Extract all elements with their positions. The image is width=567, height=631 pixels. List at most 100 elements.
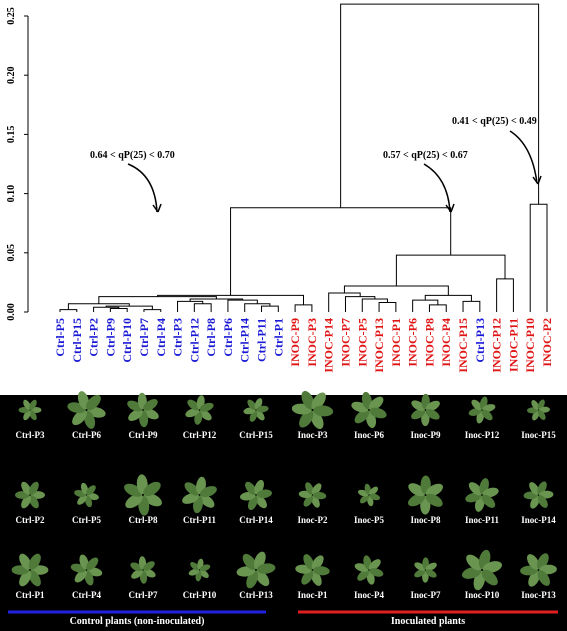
plant-leaf [256,563,276,574]
arrow [509,130,538,184]
leaf-label: INOC-P8 [422,318,436,367]
plant-leaf [21,481,32,495]
plant-leaf [29,410,37,421]
photo-label: Ctrl-P12 [183,430,217,440]
plant-leaf [190,562,200,571]
plant-leaf [414,569,426,578]
plant-leaf [369,493,381,501]
photo-label: Inoc-P10 [465,590,500,600]
plant-leaf [481,569,498,586]
annotation: 0.41 < qP(25) < 0.49 [452,116,537,127]
leaf-label: INOC-P3 [305,318,319,367]
photo-label: Inoc-P9 [411,430,441,440]
y-tick-label: 0.00 [6,303,17,321]
dendrogram-link [227,299,258,312]
plant-leaf [79,554,89,570]
dendrogram-link [378,302,397,312]
plant-leaf [84,495,93,508]
plant-leaf [313,491,327,500]
plant-leaf [80,482,89,495]
plant-leaf [411,408,426,420]
plant-leaf [199,494,215,508]
dendrogram-link [244,303,271,312]
plant-leaf [86,557,99,571]
group-label: Inoculated plants [391,616,465,627]
dendrogram-link [261,305,279,312]
dendrogram-link [361,298,388,312]
plant-leaf [74,569,87,583]
arrow-head [152,203,162,213]
photo-label: Inoc-P6 [354,430,384,440]
plant-leaf [369,568,384,577]
leaf-label: Ctrl-P15 [70,318,84,363]
plant-leaf [143,399,158,411]
plant-leaf [199,402,214,412]
leaf-label: INOC-P13 [372,318,386,373]
photo-label: Ctrl-P14 [239,515,273,525]
dendrogram-link [328,292,361,312]
photo-label: Ctrl-P7 [129,590,158,600]
dendrogram-link [412,299,439,312]
plant-leaf [247,399,257,410]
plant-leaf [425,562,437,571]
dendrogram-link [395,254,506,286]
plant-leaf [255,570,270,587]
plant-leaf [425,483,443,497]
leaf-label: INOC-P10 [523,318,537,373]
plant-leaf [131,569,143,579]
dendrogram-link [462,300,481,312]
plant-leaf [28,570,41,587]
plant-leaf [28,481,39,495]
plant-leaf [19,553,32,570]
photo-label: Ctrl-P3 [16,430,45,440]
photo-label: Inoc-P2 [298,515,328,525]
photo-label: Ctrl-P6 [72,430,101,440]
plant-leaf [537,570,550,586]
plant-leaf [537,410,546,420]
dendrogram-link [193,303,212,312]
plant-leaf [185,408,200,418]
leaf-label: Ctrl-P2 [87,318,101,357]
plant-leaf [77,494,87,505]
plant-leaf [408,493,426,507]
plant-leaf [481,409,493,421]
plant-leaf [84,570,94,586]
plant-leaf [537,495,548,508]
leaf-label: INOC-P14 [322,318,336,373]
leaf-label: Ctrl-P5 [53,318,67,357]
photo-label: Inoc-P7 [411,590,441,600]
dendrogram-link [105,305,153,310]
plant-leaf [527,554,540,570]
plant-leaf [72,409,87,426]
photo-grid: Ctrl-P3 Ctrl-P6 Ctrl-P9 Ctrl-P12 Ctrl-P15 Ino… [11,390,557,600]
plant-leaf [303,554,315,570]
leaf-label: Ctrl-P9 [103,318,117,357]
plant-leaf [368,559,381,571]
plant-leaf [368,396,384,411]
plant-leaf [354,409,370,424]
plant-leaf [125,493,143,509]
plant-leaf [313,405,334,417]
plant-leaf [255,410,265,421]
photo-label: Inoc-P3 [298,430,328,440]
plant-leaf [28,495,39,509]
plant-leaf [466,554,483,571]
photo-label: Inoc-P12 [465,430,500,440]
plant-leaf [77,391,90,410]
arrow [127,163,158,213]
dendrogram-link [59,309,78,312]
leaf-label: Ctrl-P13 [473,318,487,363]
plant-leaf [242,553,257,570]
plant-leaf [481,494,496,508]
plant-leaf [311,392,326,410]
photo-label: Ctrl-P8 [129,515,158,525]
plant-leaf [299,410,314,428]
plant-leaf [200,486,217,498]
plant-leaf [425,400,440,412]
leaf-label: INOC-P4 [439,318,453,367]
plant-leaf [313,566,330,576]
y-tick-label: 0.25 [6,7,17,25]
photo-label: Inoc-P5 [354,515,384,525]
